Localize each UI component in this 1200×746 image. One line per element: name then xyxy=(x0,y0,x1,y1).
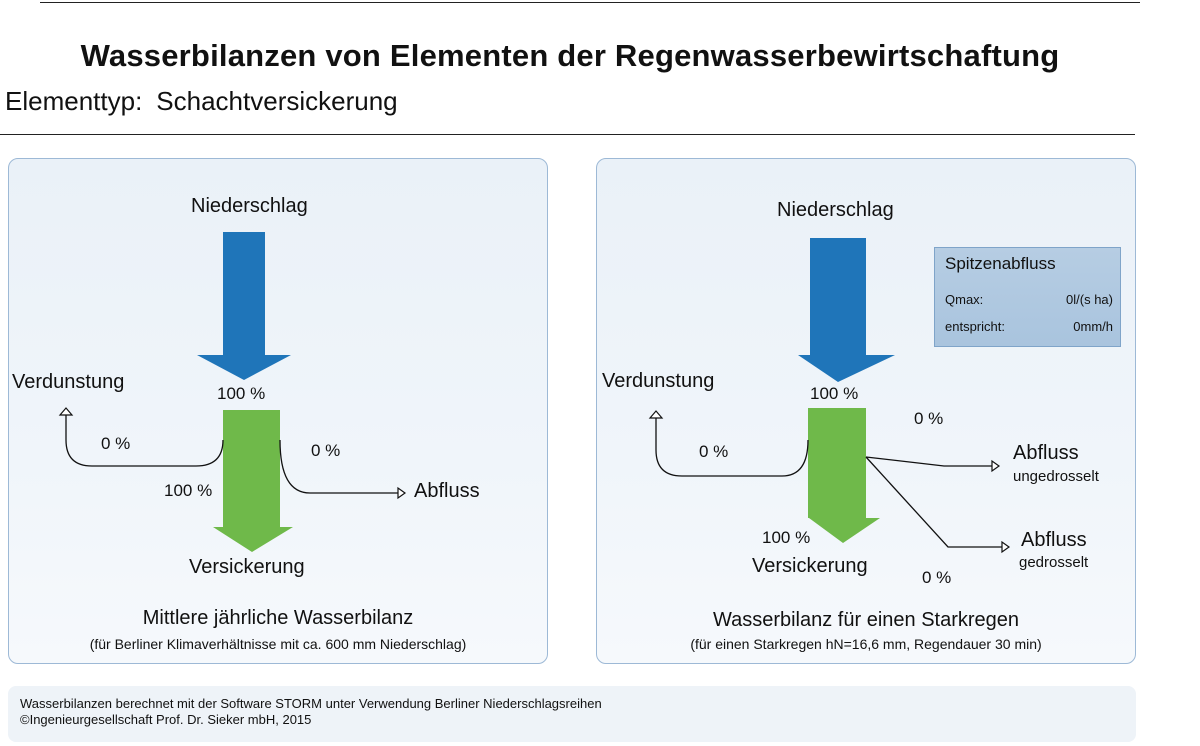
right-abfluss-throttled-sub: gedrosselt xyxy=(1019,554,1089,571)
right-runoff-unthrottled-arrowhead xyxy=(991,459,1001,473)
page-title: Wasserbilanzen von Elementen der Regenwa… xyxy=(80,38,1060,73)
right-versickerung-pct: 100 % xyxy=(762,528,811,547)
peak-entspricht-label: entspricht: xyxy=(945,319,1005,334)
left-abfluss-label: Abfluss xyxy=(414,480,480,502)
left-infiltration-arrow xyxy=(213,410,293,552)
right-precipitation-arrow xyxy=(798,238,895,382)
peak-qmax-value: 0l/(s ha) xyxy=(1066,292,1113,307)
right-evaporation-arrowhead xyxy=(648,410,664,419)
peak-qmax-label: Qmax: xyxy=(945,292,984,307)
top-rule xyxy=(40,2,1140,3)
right-abfluss-unthrottled-label: Abfluss xyxy=(1013,442,1079,464)
left-evaporation-line xyxy=(65,415,224,467)
peak-runoff-title: Spitzenabfluss xyxy=(945,254,1056,273)
left-precipitation-arrow xyxy=(197,232,291,380)
footer-line-2: ©Ingenieurgesellschaft Prof. Dr. Sieker … xyxy=(20,712,312,727)
right-verdunstung-pct: 0 % xyxy=(699,442,729,461)
left-caption: Mittlere jährliche Wasserbilanz xyxy=(142,607,414,629)
left-runoff-line xyxy=(279,439,398,494)
left-versickerung-label: Versickerung xyxy=(189,556,305,578)
right-abfluss-throttled-label: Abfluss xyxy=(1021,529,1087,551)
right-abfluss-unthrottled-pct: 0 % xyxy=(914,409,944,428)
right-infiltration-arrow xyxy=(808,408,880,543)
footer-note: Wasserbilanzen berechnet mit der Softwar… xyxy=(8,686,1136,742)
right-verdunstung-label: Verdunstung xyxy=(602,370,715,392)
right-caption-sub: (für einen Starkregen hN=16,6 mm, Regend… xyxy=(690,636,1042,652)
left-niederschlag-pct: 100 % xyxy=(217,384,266,403)
left-versickerung-pct: 100 % xyxy=(164,481,213,500)
right-abfluss-throttled-pct: 0 % xyxy=(922,568,952,587)
footer-line-1: Wasserbilanzen berechnet mit der Softwar… xyxy=(20,696,602,711)
right-niederschlag-pct: 100 % xyxy=(810,384,859,403)
left-evaporation-arrowhead xyxy=(58,407,74,416)
left-verdunstung-pct: 0 % xyxy=(101,434,131,453)
left-caption-sub: (für Berliner Klimaverhältnisse mit ca. … xyxy=(89,636,467,652)
element-type: Elementtyp: Schachtversickerung xyxy=(5,86,412,117)
left-niederschlag-label: Niederschlag xyxy=(191,195,308,217)
right-evaporation-line xyxy=(655,418,809,477)
right-runoff-throttled-arrowhead xyxy=(1001,540,1011,554)
right-niederschlag-label: Niederschlag xyxy=(777,199,894,221)
header-rule xyxy=(0,134,1135,135)
peak-entspricht-value: 0mm/h xyxy=(1073,319,1113,334)
left-verdunstung-label: Verdunstung xyxy=(12,371,125,393)
left-abfluss-pct: 0 % xyxy=(311,441,341,460)
right-runoff-unthrottled-line xyxy=(865,456,992,467)
left-runoff-arrowhead xyxy=(397,486,407,500)
peak-runoff-box: Spitzenabfluss Qmax: 0l/(s ha) entsprich… xyxy=(934,247,1121,347)
right-versickerung-label: Versickerung xyxy=(752,555,868,577)
right-runoff-throttled-line xyxy=(865,456,1002,548)
right-abfluss-unthrottled-sub: ungedrosselt xyxy=(1013,468,1099,485)
element-type-value: Schachtversickerung xyxy=(156,86,398,116)
right-caption: Wasserbilanz für einen Starkregen xyxy=(712,609,1020,631)
element-type-label: Elementtyp: xyxy=(5,86,143,116)
